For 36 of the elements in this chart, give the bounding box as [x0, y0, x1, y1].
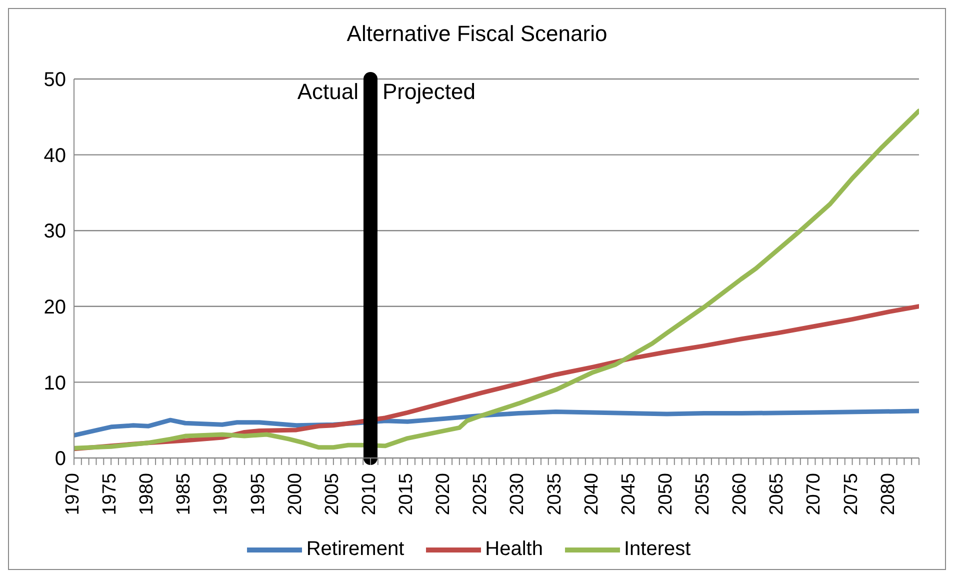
y-tick-label: 30: [44, 220, 66, 243]
x-tick-label: 2010: [358, 473, 380, 516]
legend-label: Interest: [624, 538, 691, 561]
x-tick-label: 2065: [766, 473, 788, 516]
x-tick-label: 2025: [470, 473, 492, 516]
line-series: [74, 108, 919, 450]
annotation: Actual: [297, 79, 358, 104]
x-tick-label: 2020: [433, 473, 454, 516]
x-tick-label: 1975: [100, 473, 121, 516]
x-tick-label: 2050: [655, 473, 676, 516]
x-tick-label: 1985: [174, 473, 195, 516]
y-tick-label: 0: [54, 448, 66, 470]
legend-label: Health: [485, 538, 543, 561]
x-tick-label: 2000: [284, 473, 306, 516]
x-tick-label: 2070: [804, 473, 825, 516]
x-tick-label: 2075: [840, 473, 862, 516]
x-tick-label: 2005: [322, 473, 343, 516]
x-tick-label: 2035: [544, 473, 566, 516]
legend-label: Retirement: [306, 538, 404, 561]
x-tick-label: 1990: [210, 473, 232, 516]
y-tick-label: 10: [44, 372, 66, 394]
chart-title: Alternative Fiscal Scenario: [346, 20, 608, 48]
x-tick-label: 1995: [248, 473, 269, 516]
x-tick-label: 2030: [507, 473, 528, 516]
x-tick-label: 2080: [878, 473, 899, 516]
y-tick-label: 50: [44, 69, 66, 92]
x-tick-label: 1980: [136, 473, 158, 516]
y-tick-label: 20: [44, 296, 66, 318]
x-tick-label: 1970: [62, 473, 84, 516]
x-tick-label: 2060: [730, 473, 751, 516]
y-tick-label: 40: [44, 144, 66, 167]
x-tick-label: 2055: [692, 473, 714, 516]
x-tick-label: 2040: [581, 473, 602, 516]
annotation: Projected: [382, 79, 476, 104]
x-tick-label: 2015: [396, 473, 418, 516]
x-tick-label: 2045: [618, 473, 640, 516]
